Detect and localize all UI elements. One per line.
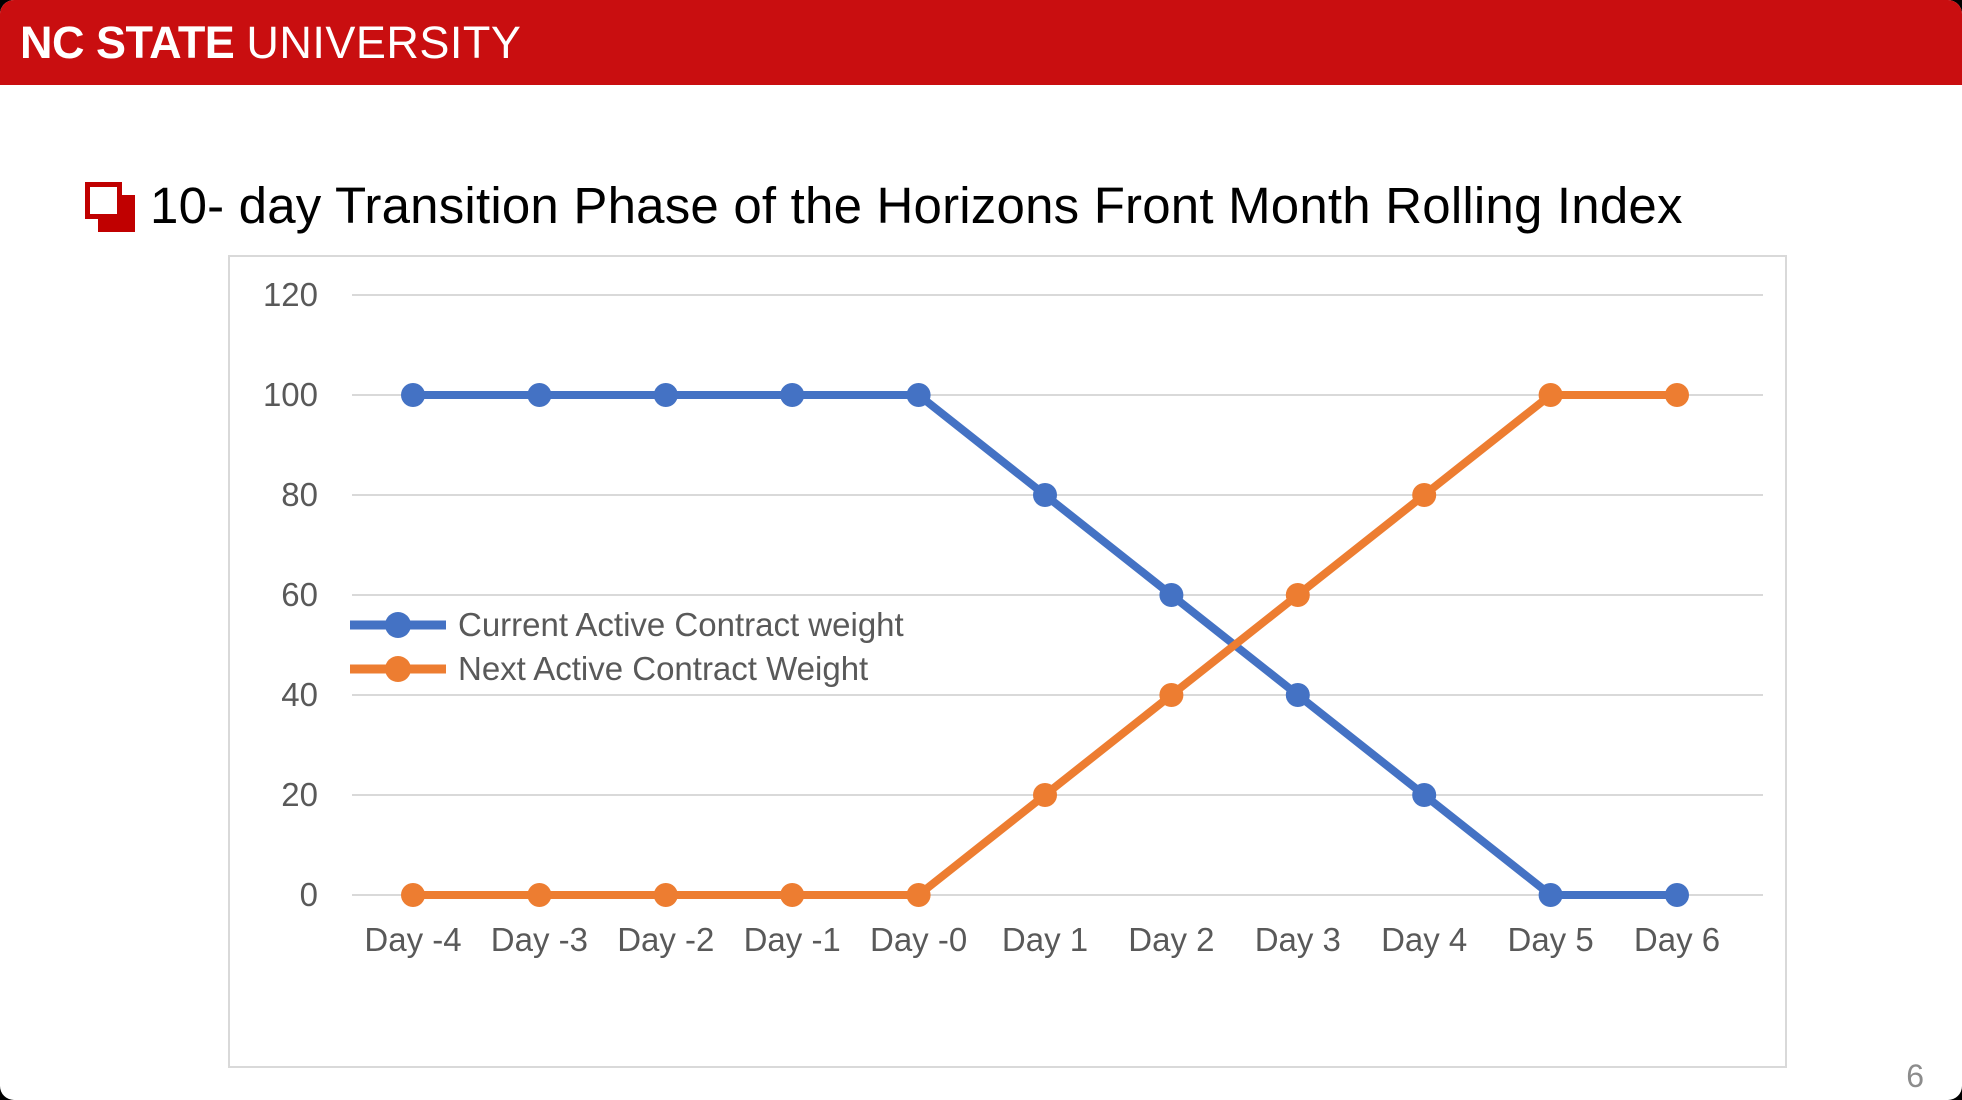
data-point xyxy=(527,883,552,907)
data-point xyxy=(653,383,678,407)
data-point xyxy=(906,883,931,907)
logo-text-primary: NC STATE xyxy=(20,16,235,68)
data-point xyxy=(1412,783,1437,807)
data-point xyxy=(1159,583,1184,607)
bullet-square-icon xyxy=(85,181,122,219)
data-point xyxy=(906,383,931,407)
legend-swatch-icon xyxy=(350,656,446,682)
header-bar: NC STATE UNIVERSITY xyxy=(0,0,1962,85)
y-tick-label: 80 xyxy=(281,476,318,513)
data-point xyxy=(1538,883,1563,907)
data-point xyxy=(780,383,805,407)
data-point xyxy=(401,383,425,407)
data-point xyxy=(1665,383,1689,407)
x-tick-label: Day 4 xyxy=(1381,921,1467,958)
title-row: 10- day Transition Phase of the Horizons… xyxy=(85,166,1683,246)
slide-title: 10- day Transition Phase of the Horizons… xyxy=(150,177,1683,234)
legend-label: Current Active Contract weight xyxy=(458,606,904,643)
x-tick-label: Day -0 xyxy=(870,921,967,958)
legend-swatch-icon xyxy=(350,612,446,638)
data-point xyxy=(1412,483,1437,507)
data-point xyxy=(1285,683,1310,707)
x-tick-label: Day 3 xyxy=(1255,921,1341,958)
line-chart: 0 20 40 60 80 100 120 Day -4 Day -3 Day -2 Day -1 D… xyxy=(263,276,1763,958)
y-tick-label: 0 xyxy=(300,876,318,913)
x-tick-label: Day 6 xyxy=(1634,921,1720,958)
data-point xyxy=(653,883,678,907)
x-tick-label: Day -3 xyxy=(491,921,588,958)
data-point xyxy=(1159,683,1184,707)
y-tick-label: 20 xyxy=(281,776,318,813)
data-point xyxy=(1538,383,1563,407)
x-tick-label: Day 5 xyxy=(1507,921,1593,958)
legend-label: Next Active Contract Weight xyxy=(458,650,869,687)
data-point xyxy=(1033,483,1057,507)
data-point xyxy=(1285,583,1310,607)
x-tick-label: Day -1 xyxy=(744,921,841,958)
legend-item: Current Active Contract weight xyxy=(350,603,904,647)
y-tick-label: 60 xyxy=(281,576,318,613)
data-point xyxy=(1033,783,1057,807)
page-number: 6 xyxy=(1906,1058,1924,1094)
y-tick-label: 120 xyxy=(263,276,318,313)
data-point xyxy=(527,383,552,407)
x-tick-label: Day 2 xyxy=(1128,921,1214,958)
chart-legend: Current Active Contract weight Next Activ… xyxy=(350,603,904,691)
y-tick-label: 100 xyxy=(263,376,318,413)
x-tick-label: Day -4 xyxy=(364,921,461,958)
university-logo: NC STATE UNIVERSITY xyxy=(20,0,521,85)
x-tick-label: Day -2 xyxy=(617,921,714,958)
data-point xyxy=(1665,883,1689,907)
chart-panel: 0 20 40 60 80 100 120 Day -4 Day -3 Day -2 Day -1 D… xyxy=(228,255,1787,1068)
data-point xyxy=(780,883,805,907)
logo-text-secondary: UNIVERSITY xyxy=(246,16,522,68)
x-tick-label: Day 1 xyxy=(1002,921,1088,958)
legend-item: Next Active Contract Weight xyxy=(350,647,904,691)
data-point xyxy=(401,883,425,907)
y-tick-label: 40 xyxy=(281,676,318,713)
